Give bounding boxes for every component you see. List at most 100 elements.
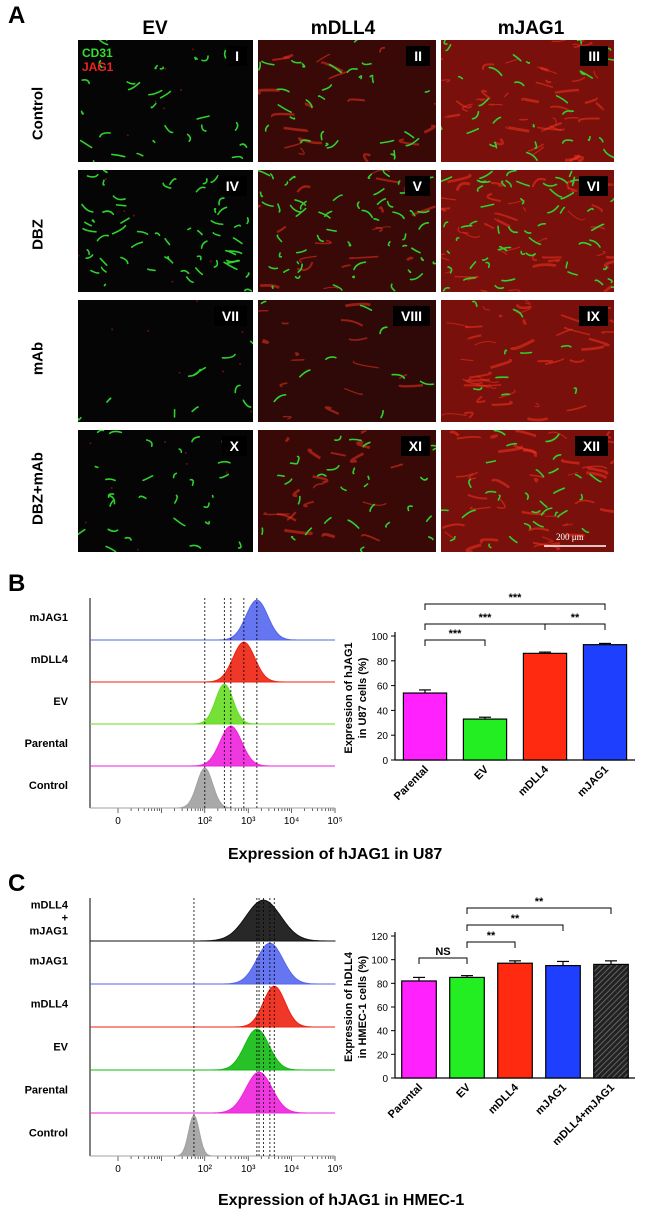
bar-chart-tick-label: 40: [377, 1027, 389, 1038]
bar-chart-tick-label: 20: [377, 1050, 389, 1061]
bar-chart-tick-label: 0: [382, 1074, 388, 1085]
significance-label: **: [571, 612, 580, 624]
bar-category-label: Parental: [392, 764, 431, 803]
tile-label: VI: [578, 176, 608, 196]
histogram-tick-label: 10⁵: [327, 816, 342, 827]
histogram-peak: [90, 725, 335, 767]
micrograph-tile: X: [78, 430, 253, 552]
bar-chart-ylabel: Expression of hJAG1: [343, 642, 355, 753]
histogram-peak: [90, 683, 335, 725]
histogram-u87-xlabel: Expression of hJAG1 in U87: [228, 846, 443, 863]
histogram-tick-label: 10⁵: [327, 1164, 342, 1175]
tile-label: XII: [574, 436, 608, 456]
histogram-track-label: EV: [53, 1042, 68, 1054]
micrograph-tile: VIII: [258, 300, 436, 422]
histogram-track-label: mDLL4: [31, 999, 69, 1011]
bar-chart-tick-label: 100: [371, 956, 388, 967]
tile-label: VIII: [392, 306, 430, 326]
significance-label: **: [511, 913, 520, 925]
micrograph-tile: XI: [258, 430, 436, 552]
histogram-tick-label: 10³: [241, 816, 256, 827]
bar-category-label: mJAG1: [533, 1082, 569, 1118]
bar: [545, 964, 581, 1079]
panel-c-letter: C: [8, 870, 26, 897]
histogram-peak: [90, 641, 335, 683]
histogram-tick-label: 10⁴: [284, 816, 299, 827]
tile-label: VII: [213, 306, 247, 326]
row-header-dbz: DBZ: [29, 219, 47, 250]
histogram-hmec: 0 10² 10³ 10⁴ 10⁵mDLL4+mJAG1mJAG1mDLL4EVPare…: [25, 898, 343, 1175]
histogram-track-label: Control: [29, 1128, 68, 1140]
bar: [402, 692, 448, 761]
histogram-peak: [90, 1028, 335, 1071]
tile-label: II: [406, 46, 430, 66]
row-header-control: Control: [29, 86, 47, 141]
bar-category-label: EV: [454, 1081, 473, 1100]
column-header-mdll4: mDLL4: [310, 18, 376, 39]
micrograph-tile: VII: [78, 300, 253, 422]
tile-label: IX: [578, 306, 608, 326]
bar: [462, 718, 508, 761]
bar-chart-tick-label: 60: [377, 682, 389, 693]
legend-jag1: JAG1: [82, 60, 114, 74]
panel-a-letter: A: [8, 2, 26, 29]
micrograph-tile: I CD31 JAG1: [78, 40, 253, 162]
micrograph-tile: V: [258, 170, 436, 292]
column-header-mjag1: mJAG1: [497, 18, 565, 39]
bar: [582, 644, 628, 761]
histogram-tick-label: 10²: [198, 1164, 213, 1175]
bar-chart-ylabel: in HMEC-1 cells (%): [357, 955, 369, 1058]
histogram-peak: [90, 599, 335, 641]
significance-label: ***: [509, 592, 523, 604]
histogram-track-label: Control: [29, 780, 68, 792]
tile-label: I: [227, 46, 247, 66]
histogram-tick-label: 10⁴: [284, 1164, 299, 1175]
tile-label: IV: [217, 176, 247, 196]
bar-category-label: mDLL4: [516, 763, 551, 798]
histogram-tick-label: 10³: [241, 1164, 256, 1175]
bar-chart-tick-label: 100: [371, 632, 388, 643]
significance-label: ***: [479, 612, 493, 624]
micrograph-tile: IV: [78, 170, 253, 292]
histogram-track-label: Parental: [25, 738, 68, 750]
bar-chart-tick-label: 80: [377, 979, 389, 990]
bar: [401, 980, 437, 1079]
histogram-tick-label: 10²: [198, 816, 213, 827]
histogram-tick-label: 0: [115, 816, 121, 827]
bar-category-label: mJAG1: [575, 764, 611, 800]
micrograph-tile: XII 200 μm: [441, 430, 614, 552]
bar-chart-ylabel: in U87 cells (%): [357, 657, 369, 738]
tile-label: V: [404, 176, 430, 196]
histogram-track-label: mJAG1: [29, 926, 68, 938]
tile-label: X: [221, 436, 247, 456]
tile-label: III: [580, 46, 608, 66]
bar: [522, 652, 568, 761]
histogram-track-label: mDLL4: [31, 900, 69, 912]
bar-category-label: Parental: [386, 1082, 425, 1121]
row-header-mab: mAb: [29, 341, 47, 376]
significance-label: NS: [435, 946, 450, 958]
micrograph-tile: II: [258, 40, 436, 162]
histogram-peak: [90, 1114, 335, 1157]
histogram-track-label: mJAG1: [29, 956, 68, 968]
bar-chart-tick-label: 60: [377, 1003, 389, 1014]
histogram-peak: [90, 767, 335, 809]
histogram-track-label: EV: [53, 696, 68, 708]
histogram-track-label: mJAG1: [29, 612, 68, 624]
significance-label: ***: [449, 628, 463, 640]
legend-cd31: CD31: [82, 46, 113, 60]
histogram-peak: [90, 899, 336, 942]
panel-b-letter: B: [8, 570, 26, 597]
histogram-track-label: mDLL4: [31, 654, 69, 666]
bar-category-label: EV: [472, 763, 491, 782]
histogram-peak: [90, 985, 335, 1028]
bar-chart-tick-label: 80: [377, 657, 389, 668]
histogram-track-label: Parental: [25, 1085, 68, 1097]
scale-bar-label: 200 μm: [556, 532, 584, 542]
micrograph-tile: VI: [441, 170, 614, 292]
row-header-dbz-mab: DBZ+mAb: [29, 452, 47, 525]
bar-chart-tick-label: 20: [377, 731, 389, 742]
significance-label: **: [535, 896, 544, 908]
